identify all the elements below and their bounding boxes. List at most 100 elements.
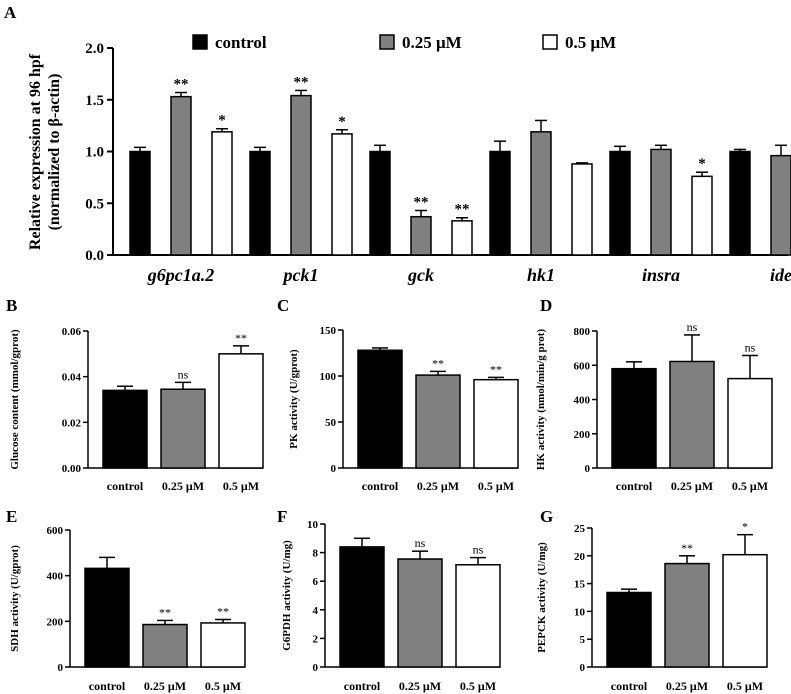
- x-tick-label-A: g6pc1a.2: [147, 265, 215, 285]
- bar-A-2-2: [451, 220, 473, 256]
- sig-label-F: ns: [473, 543, 484, 557]
- sig-label-A: *: [218, 113, 226, 129]
- sig-label-D: ns: [745, 340, 756, 354]
- y-tick-label-E: 0: [58, 662, 64, 674]
- bar-A-0-5: [729, 150, 751, 256]
- x-tick-label-C: 0.25 μM: [417, 479, 459, 493]
- y-axis-label-F: G6PDH activity (U/mg): [281, 540, 293, 651]
- bar-D-0: [611, 367, 657, 469]
- legend-swatch-1: [379, 34, 395, 50]
- y-tick-label-C: 150: [320, 325, 337, 337]
- y-tick-label-D: 200: [574, 429, 591, 441]
- y-tick-label-E: 600: [47, 525, 64, 537]
- bar-B-1: [160, 388, 206, 469]
- y-tick-label-G: 0: [580, 662, 586, 674]
- panel-letter-B: B: [6, 296, 17, 315]
- sig-label-A: **: [294, 74, 309, 90]
- bar-A-2-0: [211, 131, 233, 256]
- y-tick-label-D: 800: [574, 326, 591, 338]
- y-tick-label-E: 400: [47, 571, 64, 583]
- x-tick-label-G: control: [611, 679, 648, 693]
- y-tick-label-B: 0.04: [62, 372, 82, 384]
- x-tick-label-C: 0.5 μM: [478, 479, 514, 493]
- legend-label-0: control: [215, 33, 267, 52]
- y-tick-label-D: 400: [574, 395, 591, 407]
- bar-G-2: [722, 553, 768, 668]
- chart-panel-F: F 0 2 4 6 8 10 G6PDH activity (U/mg) control ns 0.…: [277, 507, 501, 693]
- y-tick-label-F: 4: [313, 605, 319, 617]
- y-axis-label-G: PEPCK activity (U/mg): [536, 542, 548, 653]
- legend-swatch-2: [542, 34, 558, 50]
- y-tick-label-D: 600: [574, 360, 591, 372]
- y-axis-label-C: PK activity (U/gprot): [288, 349, 300, 449]
- y-tick-label-G: 10: [574, 606, 586, 618]
- x-tick-label-E: 0.5 μM: [205, 679, 241, 693]
- sig-label-E: **: [159, 605, 171, 619]
- y-tick-label-C: 50: [325, 417, 337, 429]
- sig-label-A: **: [414, 194, 429, 210]
- chart-panel-D: D 0 200 400 600 800 HK activity (nmol/min/g pr…: [535, 296, 773, 493]
- x-tick-label-C: control: [362, 479, 399, 493]
- y-tick-label-C: 100: [320, 371, 337, 383]
- bar-A-0-4: [609, 150, 631, 256]
- panel-letter-C: C: [277, 296, 289, 315]
- bar-F-0: [339, 546, 385, 668]
- x-tick-label-F: 0.5 μM: [460, 679, 496, 693]
- y-tick-label-C: 0: [331, 463, 337, 475]
- sig-label-A: *: [698, 156, 706, 172]
- panel-letter-D: D: [540, 296, 552, 315]
- x-tick-label-A: hk1: [527, 265, 555, 285]
- bar-B-2: [218, 353, 264, 469]
- bar-B-0: [102, 389, 148, 469]
- sig-label-A: **: [174, 77, 189, 93]
- y-tick-label-F: 2: [313, 633, 319, 645]
- bar-A-1-0: [170, 95, 192, 256]
- x-tick-label-B: 0.25 μM: [162, 479, 204, 493]
- chart-panel-A: A 0.0 0.5 1.0 1.5 2.0 Relative expression at 9…: [4, 3, 791, 285]
- bar-G-0: [606, 591, 652, 668]
- bar-C-0: [357, 349, 403, 469]
- bar-A-0-0: [129, 150, 151, 256]
- sig-label-G: **: [681, 541, 693, 555]
- chart-panel-E: E 0 200 400 600 SDH activity (U/gprot) control…: [6, 507, 246, 693]
- bar-F-1: [397, 558, 443, 668]
- x-tick-label-B: control: [107, 479, 144, 493]
- y-tick-label-F: 6: [313, 576, 319, 588]
- y-tick-label-F: 8: [313, 548, 319, 560]
- panel-letter-E: E: [6, 507, 17, 526]
- y-tick-label-F: 0: [313, 662, 319, 674]
- bar-F-2: [455, 564, 501, 668]
- x-tick-label-D: 0.25 μM: [671, 479, 713, 493]
- bar-E-1: [142, 623, 188, 668]
- x-tick-label-E: 0.25 μM: [144, 679, 186, 693]
- sig-label-A: *: [338, 114, 346, 130]
- y-tick-label-A: 1.0: [85, 145, 104, 161]
- y-tick-label-B: 0.06: [62, 326, 82, 338]
- bar-G-1: [664, 562, 710, 668]
- panel-letter-F: F: [277, 507, 287, 526]
- y-tick-label-A: 1.5: [85, 93, 104, 109]
- panel-letter-A: A: [4, 3, 17, 22]
- bar-A-2-4: [691, 175, 713, 256]
- bar-C-1: [415, 374, 461, 469]
- y-tick-label-G: 20: [574, 551, 586, 563]
- bar-D-2: [727, 377, 773, 469]
- bar-A-2-1: [331, 133, 353, 256]
- x-tick-label-D: 0.5 μM: [732, 479, 768, 493]
- bar-A-1-2: [410, 215, 432, 256]
- y-axis-label-A: Relative expression at 96 hpf: [27, 53, 44, 250]
- x-tick-label-A: pck1: [282, 265, 319, 285]
- x-tick-label-F: 0.25 μM: [399, 679, 441, 693]
- bar-E-2: [200, 622, 246, 668]
- bar-A-2-3: [571, 163, 593, 256]
- x-tick-label-B: 0.5 μM: [223, 479, 259, 493]
- sig-label-C: **: [490, 362, 502, 376]
- sig-label-D: ns: [687, 320, 698, 334]
- chart-panel-C: C 0 50 100 150 PK activity (U/gprot) control **…: [277, 296, 519, 493]
- x-tick-label-G: 0.5 μM: [727, 679, 763, 693]
- bar-E-0: [84, 567, 130, 668]
- y-axis-label-D: HK activity (nmol/min/g prot): [535, 329, 547, 471]
- y-tick-label-E: 200: [47, 616, 64, 628]
- chart-panel-G: G 0 5 10 15 20 25 PEPCK activity (U/mg) control *…: [536, 507, 768, 693]
